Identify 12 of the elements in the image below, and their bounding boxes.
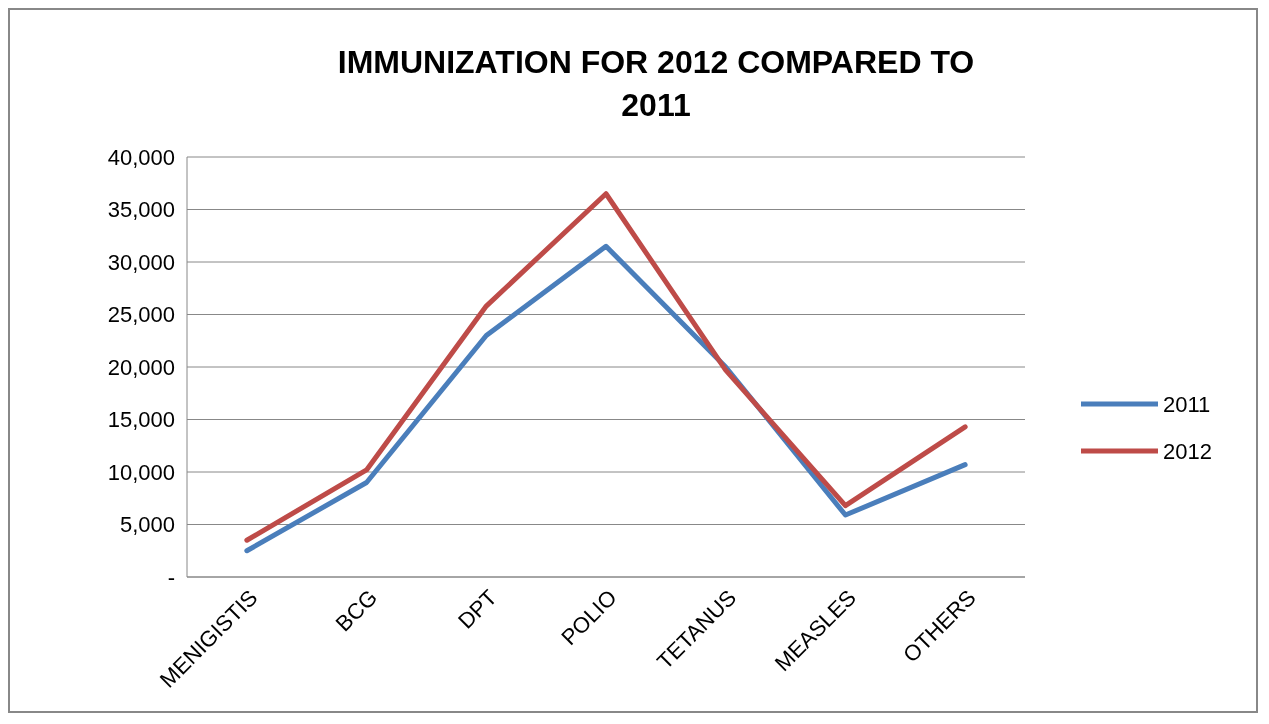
y-tick-label: -: [167, 564, 175, 590]
y-tick-label: 25,000: [107, 302, 175, 328]
y-tick-label: 30,000: [107, 249, 175, 275]
chart-title: IMMUNIZATION FOR 2012 COMPARED TO 2011: [337, 44, 975, 123]
y-tick-label: 10,000: [107, 459, 175, 485]
y-tick-label: 40,000: [107, 144, 175, 170]
y-tick-label: 35,000: [107, 197, 175, 223]
legend-label: 2012: [1163, 438, 1212, 464]
legend-label: 2011: [1163, 391, 1211, 417]
y-tick-label: 5,000: [119, 512, 175, 538]
y-tick-label: 15,000: [107, 407, 175, 433]
y-tick-label: 20,000: [107, 354, 175, 380]
